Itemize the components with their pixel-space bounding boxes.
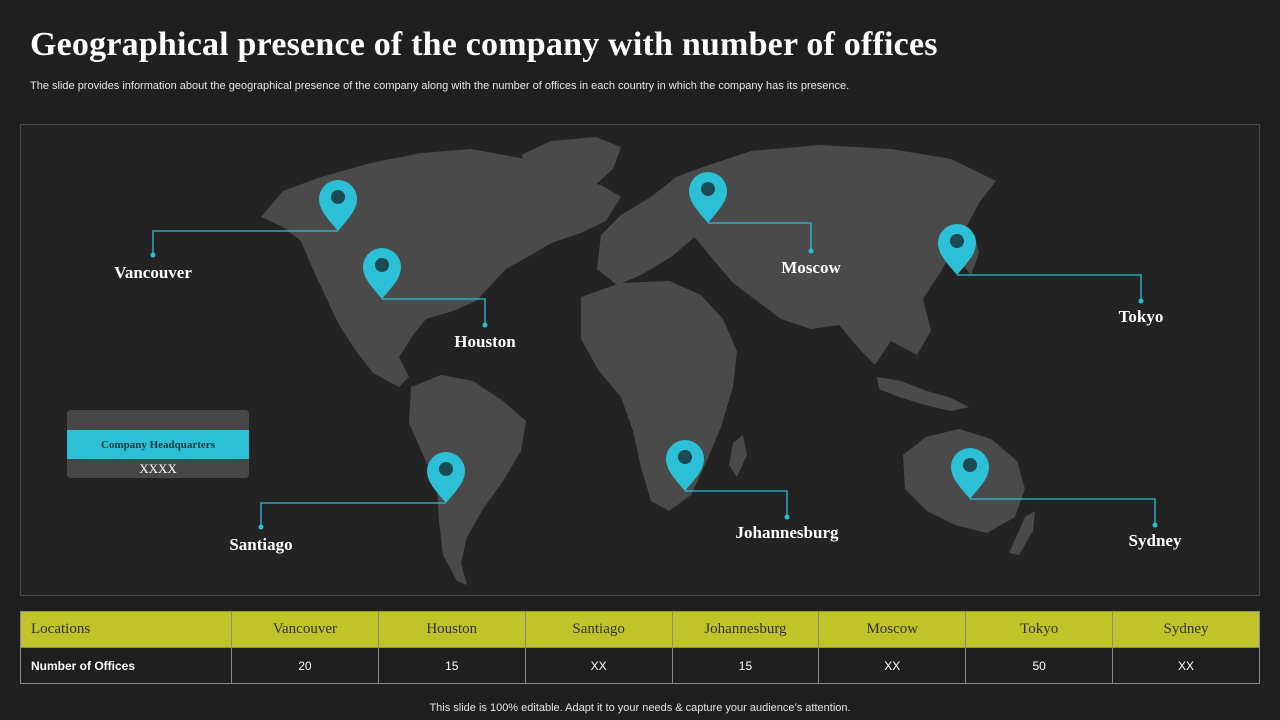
landmass-indonesia: [877, 377, 969, 411]
table-header-row: Locations Vancouver Houston Santiago Joh…: [20, 611, 1260, 648]
table-cell: 15: [671, 647, 820, 684]
continent-africa: [581, 281, 737, 511]
location-pin-icon: [689, 172, 727, 223]
table-header-locations: Locations: [20, 611, 232, 648]
table-header-cell: Sydney: [1112, 611, 1260, 648]
leader-line-johannesburg: [685, 490, 788, 517]
leader-dot-tokyo: [1138, 298, 1144, 304]
leader-dot-santiago: [258, 524, 264, 530]
headquarters-label: Company Headquarters: [67, 430, 249, 459]
landmass-greenland: [521, 137, 621, 199]
city-label-vancouver: Vancouver: [114, 263, 192, 282]
city-label-houston: Houston: [454, 332, 516, 351]
map-panel: Vancouver Houston Santiago Johannesburg …: [20, 124, 1260, 596]
leader-dot-vancouver: [150, 252, 156, 258]
page-subtitle: The slide provides information about the…: [30, 80, 850, 92]
table-header-cell: Tokyo: [965, 611, 1114, 648]
city-label-johannesburg: Johannesburg: [735, 523, 839, 542]
continent-south-america: [409, 375, 526, 585]
page-title: Geographical presence of the company wit…: [30, 26, 938, 63]
location-pin-icon: [427, 452, 465, 503]
location-pin-icon: [938, 224, 976, 275]
table-cell: 20: [231, 647, 379, 684]
offices-table: Locations Vancouver Houston Santiago Joh…: [20, 611, 1260, 684]
location-pin-icon: [319, 180, 357, 231]
leader-line-santiago: [260, 502, 446, 527]
leader-line-vancouver: [152, 230, 338, 255]
leader-line-tokyo: [957, 274, 1142, 301]
headquarters-card: Company Headquarters XXXX: [67, 410, 249, 478]
leader-dot-sydney: [1152, 522, 1158, 528]
table-header-cell: Vancouver: [231, 611, 379, 648]
table-cell: XX: [524, 647, 673, 684]
leader-dot-johannesburg: [784, 514, 790, 520]
headquarters-value: XXXX: [139, 461, 177, 476]
table-row-label: Number of Offices: [20, 647, 232, 684]
table-header-cell: Johannesburg: [671, 611, 820, 648]
footer-note: This slide is 100% editable. Adapt it to…: [429, 702, 851, 714]
city-label-sydney: Sydney: [1128, 531, 1182, 550]
table-cell: 15: [377, 647, 526, 684]
world-map: [150, 137, 1158, 585]
leader-line-sydney: [970, 498, 1156, 525]
city-label-santiago: Santiago: [229, 535, 293, 554]
landmass-new-zealand: [1009, 511, 1035, 555]
city-label-tokyo: Tokyo: [1118, 307, 1164, 326]
location-pin-icon: [363, 248, 401, 299]
leader-line-moscow: [708, 222, 812, 251]
location-pin-icon: [951, 448, 989, 499]
leader-dot-houston: [482, 322, 488, 328]
table-cell: 50: [965, 647, 1114, 684]
leader-line-houston: [382, 298, 486, 325]
continent-asia: [693, 145, 996, 365]
table-header-cell: Santiago: [524, 611, 673, 648]
table-header-cell: Houston: [377, 611, 526, 648]
table-cell: XX: [818, 647, 967, 684]
leader-dot-moscow: [808, 248, 814, 254]
table-cell: XX: [1112, 647, 1260, 684]
table-row: Number of Offices 20 15 XX 15 XX 50 XX: [20, 647, 1260, 684]
location-pin-icon: [666, 440, 704, 491]
table-header-cell: Moscow: [818, 611, 967, 648]
landmass-madagascar: [729, 435, 747, 477]
city-label-moscow: Moscow: [781, 258, 841, 277]
